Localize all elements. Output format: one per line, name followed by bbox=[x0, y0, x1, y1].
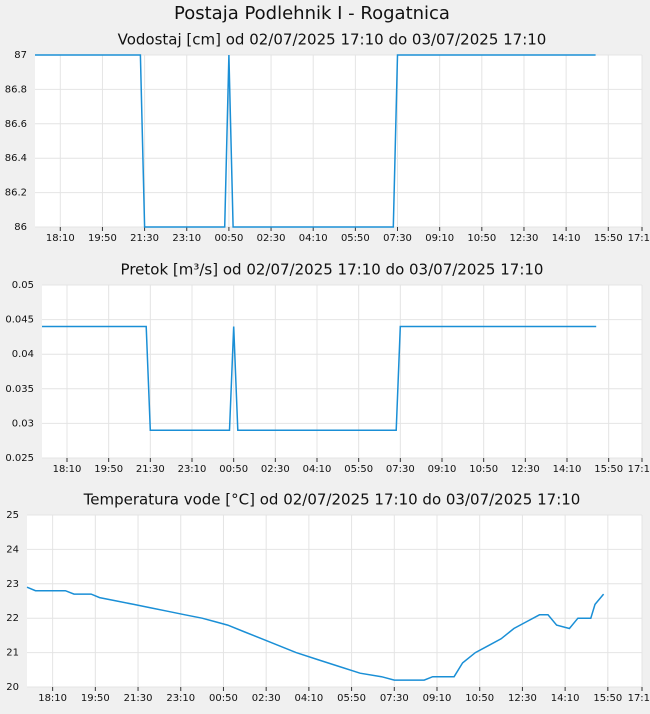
page-title: Postaja Podlehnik I - Rogatnica bbox=[174, 3, 450, 24]
x-tick-label: 09:10 bbox=[428, 464, 457, 475]
x-tick-label: 10:50 bbox=[467, 233, 496, 244]
y-tick-label: 24 bbox=[6, 544, 19, 555]
x-tick-label: 17:10 bbox=[628, 233, 650, 244]
x-tick-label: 00:50 bbox=[214, 233, 243, 244]
plot-area bbox=[27, 515, 642, 687]
x-tick-label: 07:30 bbox=[386, 464, 415, 475]
y-tick-label: 0.03 bbox=[12, 418, 34, 429]
x-tick-label: 23:10 bbox=[172, 233, 201, 244]
y-tick-label: 25 bbox=[6, 510, 19, 521]
x-tick-label: 10:50 bbox=[465, 693, 494, 704]
x-tick-label: 15:50 bbox=[593, 693, 622, 704]
x-tick-label: 19:50 bbox=[81, 693, 110, 704]
x-tick-label: 15:50 bbox=[594, 233, 623, 244]
y-tick-label: 86 bbox=[14, 222, 27, 233]
x-tick-label: 18:10 bbox=[38, 693, 67, 704]
x-tick-label: 04:10 bbox=[303, 464, 332, 475]
x-tick-label: 15:50 bbox=[594, 464, 623, 475]
y-tick-label: 87 bbox=[14, 50, 27, 61]
x-tick-label: 17:10 bbox=[628, 693, 650, 704]
data-line bbox=[35, 54, 596, 228]
x-tick-label: 05:50 bbox=[337, 693, 366, 704]
x-tick-label: 14:10 bbox=[553, 464, 582, 475]
x-tick-label: 21:30 bbox=[124, 693, 153, 704]
y-tick-label: 20 bbox=[6, 682, 19, 693]
y-tick-label: 22 bbox=[6, 613, 19, 624]
chart-title: Pretok [m³/s] od 02/07/2025 17:10 do 03/… bbox=[121, 261, 544, 279]
x-tick-label: 04:10 bbox=[299, 233, 328, 244]
x-tick-label: 09:10 bbox=[423, 693, 452, 704]
y-tick-label: 86.2 bbox=[5, 188, 27, 199]
x-tick-label: 02:30 bbox=[261, 464, 290, 475]
x-tick-label: 05:50 bbox=[344, 464, 373, 475]
chart-title: Temperatura vode [°C] od 02/07/2025 17:1… bbox=[83, 491, 581, 509]
x-tick-label: 18:10 bbox=[46, 233, 75, 244]
x-tick-label: 07:30 bbox=[383, 233, 412, 244]
data-line bbox=[26, 586, 605, 681]
x-tick-label: 04:10 bbox=[294, 693, 323, 704]
x-tick-label: 17:10 bbox=[628, 464, 650, 475]
y-tick-label: 21 bbox=[6, 648, 19, 659]
y-tick-label: 0.025 bbox=[5, 453, 34, 464]
plot-area bbox=[42, 285, 642, 458]
x-tick-label: 23:10 bbox=[178, 464, 207, 475]
y-tick-label: 0.035 bbox=[5, 384, 34, 395]
x-tick-label: 12:30 bbox=[511, 464, 540, 475]
x-tick-label: 10:50 bbox=[469, 464, 498, 475]
x-tick-label: 05:50 bbox=[341, 233, 370, 244]
x-tick-label: 14:10 bbox=[552, 233, 581, 244]
y-tick-label: 86.6 bbox=[5, 119, 27, 130]
x-tick-label: 19:50 bbox=[88, 233, 117, 244]
x-tick-label: 09:10 bbox=[425, 233, 454, 244]
x-tick-label: 21:30 bbox=[130, 233, 159, 244]
y-tick-label: 86.8 bbox=[5, 84, 27, 95]
x-tick-label: 19:50 bbox=[94, 464, 123, 475]
y-tick-label: 0.045 bbox=[5, 315, 34, 326]
x-tick-label: 21:30 bbox=[136, 464, 165, 475]
x-tick-label: 07:30 bbox=[380, 693, 409, 704]
x-tick-label: 12:30 bbox=[508, 693, 537, 704]
chart-title: Vodostaj [cm] od 02/07/2025 17:10 do 03/… bbox=[118, 31, 547, 49]
x-tick-label: 14:10 bbox=[551, 693, 580, 704]
y-tick-label: 0.05 bbox=[12, 280, 34, 291]
x-tick-label: 23:10 bbox=[166, 693, 195, 704]
x-tick-label: 02:30 bbox=[257, 233, 286, 244]
y-tick-label: 0.04 bbox=[12, 349, 34, 360]
x-tick-label: 00:50 bbox=[219, 464, 248, 475]
x-tick-label: 00:50 bbox=[209, 693, 238, 704]
data-line bbox=[42, 325, 597, 432]
y-tick-label: 86.4 bbox=[5, 153, 27, 164]
plot-area bbox=[35, 55, 642, 227]
y-tick-label: 23 bbox=[6, 579, 19, 590]
x-tick-label: 02:30 bbox=[252, 693, 281, 704]
x-tick-label: 18:10 bbox=[53, 464, 82, 475]
x-tick-label: 12:30 bbox=[510, 233, 539, 244]
